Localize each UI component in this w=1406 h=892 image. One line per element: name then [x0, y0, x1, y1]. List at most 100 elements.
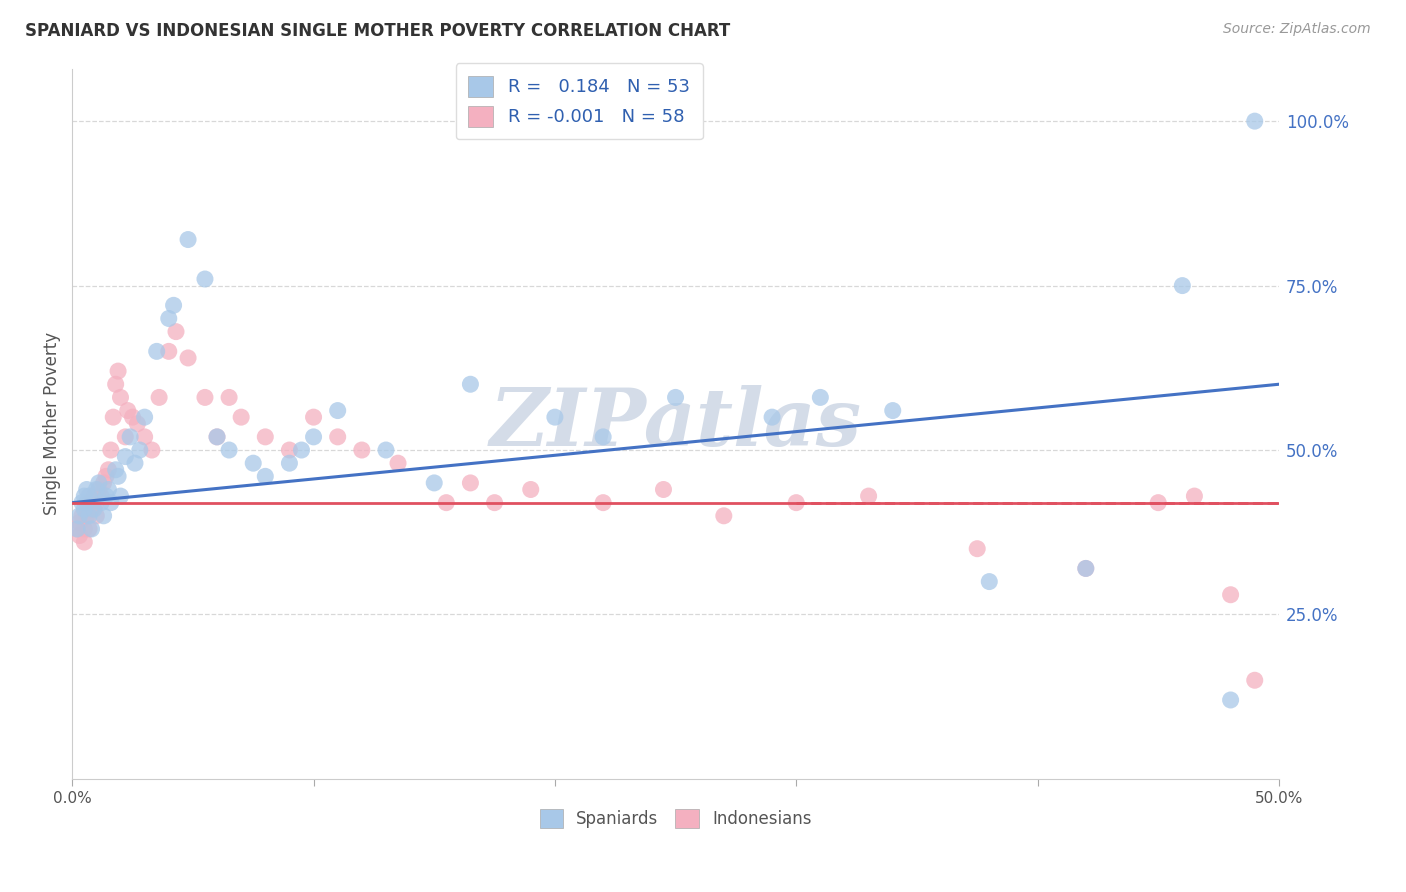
Point [77, 522, 100, 536]
Point [423, 475, 446, 490]
Point [70, 508, 93, 523]
Y-axis label: Single Mother Poverty: Single Mother Poverty [44, 332, 60, 516]
Point [664, 391, 686, 405]
Point [97, 483, 120, 497]
Point [110, 391, 132, 405]
Point [69, 516, 91, 530]
Point [652, 483, 675, 497]
Text: ZIPatlas: ZIPatlas [489, 385, 862, 462]
Point [73, 522, 96, 536]
Point [231, 410, 253, 425]
Point [93, 475, 115, 490]
Point [302, 410, 325, 425]
Point [157, 311, 180, 326]
Point [1171, 278, 1194, 293]
Point [80, 522, 103, 536]
Point [86, 483, 108, 497]
Point [127, 417, 149, 431]
Point [205, 430, 228, 444]
Point [86, 496, 108, 510]
Point [117, 403, 139, 417]
Point [73, 502, 96, 516]
Point [177, 351, 200, 365]
Point [165, 325, 187, 339]
Point [966, 541, 988, 556]
Point [94, 489, 117, 503]
Point [107, 364, 129, 378]
Point [107, 469, 129, 483]
Point [592, 430, 614, 444]
Point [124, 456, 146, 470]
Point [83, 502, 105, 516]
Point [434, 496, 457, 510]
Point [93, 508, 115, 523]
Point [77, 496, 100, 510]
Point [100, 443, 122, 458]
Point [387, 456, 409, 470]
Point [484, 496, 506, 510]
Point [90, 489, 112, 503]
Point [858, 489, 880, 503]
Point [104, 463, 127, 477]
Point [134, 410, 156, 425]
Point [278, 443, 301, 458]
Text: SPANIARD VS INDONESIAN SINGLE MOTHER POVERTY CORRELATION CHART: SPANIARD VS INDONESIAN SINGLE MOTHER POV… [25, 22, 731, 40]
Point [110, 489, 132, 503]
Point [120, 430, 142, 444]
Point [326, 430, 349, 444]
Point [1184, 489, 1206, 503]
Point [218, 443, 240, 458]
Point [76, 508, 98, 523]
Point [808, 391, 831, 405]
Point [128, 443, 150, 458]
Point [350, 443, 373, 458]
Point [194, 391, 217, 405]
Point [761, 410, 783, 425]
Point [73, 489, 96, 503]
Point [375, 443, 398, 458]
Point [66, 522, 89, 536]
Point [87, 483, 110, 497]
Legend: Spaniards, Indonesians: Spaniards, Indonesians [533, 802, 818, 835]
Point [87, 475, 110, 490]
Point [218, 391, 240, 405]
Point [592, 496, 614, 510]
Point [162, 298, 184, 312]
Point [141, 443, 163, 458]
Text: Source: ZipAtlas.com: Source: ZipAtlas.com [1223, 22, 1371, 37]
Point [76, 483, 98, 497]
Point [114, 450, 136, 464]
Point [121, 410, 143, 425]
Point [103, 410, 125, 425]
Point [177, 233, 200, 247]
Point [1219, 588, 1241, 602]
Point [83, 489, 105, 503]
Point [254, 469, 277, 483]
Point [86, 508, 108, 523]
Point [460, 475, 482, 490]
Point [1074, 561, 1097, 575]
Point [114, 430, 136, 444]
Point [66, 522, 89, 536]
Point [302, 430, 325, 444]
Point [145, 344, 167, 359]
Point [157, 344, 180, 359]
Point [205, 430, 228, 444]
Point [77, 508, 100, 523]
Point [148, 391, 170, 405]
Point [1243, 673, 1265, 688]
Point [194, 272, 217, 286]
Point [70, 496, 93, 510]
Point [544, 410, 567, 425]
Point [882, 403, 904, 417]
Point [278, 456, 301, 470]
Point [69, 528, 91, 542]
Point [94, 469, 117, 483]
Point [254, 430, 277, 444]
Point [460, 377, 482, 392]
Point [76, 496, 98, 510]
Point [90, 496, 112, 510]
Point [1243, 114, 1265, 128]
Point [100, 496, 122, 510]
Point [242, 456, 264, 470]
